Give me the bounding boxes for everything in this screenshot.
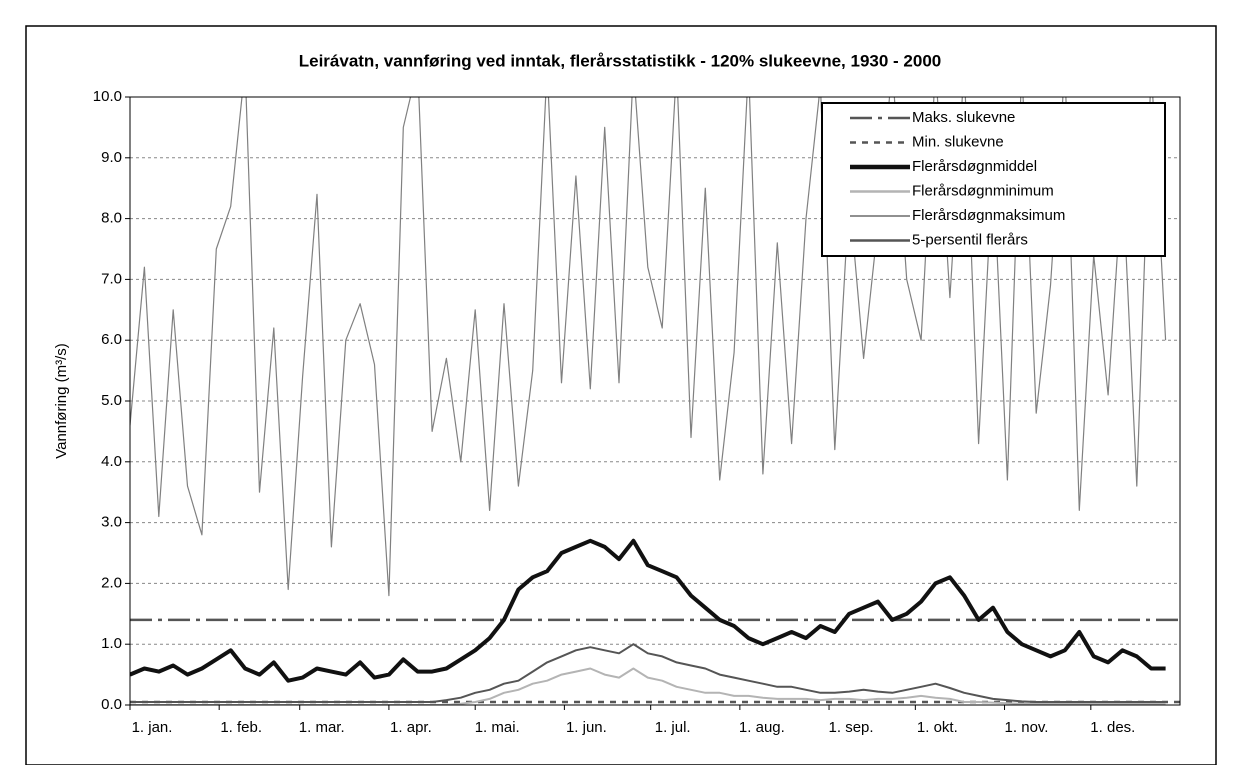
- y-tick-label: 6.0: [101, 331, 122, 348]
- x-tick-label: 1. mai.: [475, 719, 520, 736]
- series-line: [130, 643, 1166, 703]
- x-tick-label: 1. jan.: [132, 719, 173, 736]
- x-tick-label: 1. apr.: [390, 719, 432, 736]
- x-tick-label: 1. sep.: [829, 719, 874, 736]
- axes: 0.0 1.0 2.0 3.0 4.0 5.0 6.0 7.0 8.0 9.0 10.0 1. jan…: [93, 88, 1181, 736]
- x-tick-label: 1. des.: [1090, 719, 1135, 736]
- frame: [25, 25, 1217, 765]
- x-tick-label: 1. feb.: [220, 719, 262, 736]
- y-axis-label: Vannføring (m³/s): [53, 343, 70, 459]
- legend: Maks. slukevne Min. slukevne Flerårsdøgnmi…: [821, 102, 1166, 257]
- y-tick-label: 4.0: [101, 453, 122, 470]
- legend-box: [821, 102, 1166, 257]
- legend-label: Flerårsdøgnminimum: [912, 182, 1054, 199]
- y-tick-label: 0.0: [101, 696, 122, 713]
- y-tick-label: 5.0: [101, 392, 122, 409]
- legend-label: Maks. slukevne: [912, 109, 1015, 126]
- legend-label: Flerårsdøgnmiddel: [912, 158, 1037, 175]
- y-tick-label: 8.0: [101, 210, 122, 227]
- y-tick-label: 9.0: [101, 149, 122, 166]
- y-tick-label: 7.0: [101, 270, 122, 287]
- x-tick-label: 1. okt.: [917, 719, 958, 736]
- y-tick-label: 3.0: [101, 514, 122, 531]
- x-tick-label: 1. aug.: [739, 719, 785, 736]
- series-line: [130, 538, 1166, 683]
- x-tick-label: 1. jun.: [566, 719, 607, 736]
- x-tick-label: 1. mar.: [299, 719, 345, 736]
- legend-label: Flerårsdøgnmaksimum: [912, 207, 1065, 224]
- y-tick-label: 2.0: [101, 574, 122, 591]
- x-tick-label: 1. nov.: [1005, 719, 1049, 736]
- series-line: [130, 667, 1166, 705]
- y-tick-label: 10.0: [93, 88, 122, 105]
- legend-label: Min. slukevne: [912, 133, 1004, 150]
- x-tick-label: 1. jul.: [655, 719, 691, 736]
- plot-border: [129, 96, 1181, 706]
- chart-title: Leirávatn, vannføring ved inntak, flerår…: [299, 51, 942, 70]
- legend-label: 5-persentil flerårs: [912, 231, 1028, 248]
- y-tick-label: 1.0: [101, 635, 122, 652]
